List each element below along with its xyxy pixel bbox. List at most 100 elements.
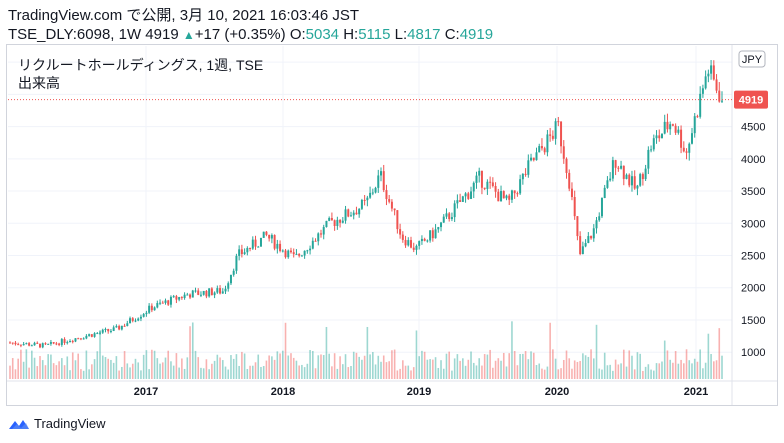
volume-bar: [538, 363, 541, 379]
candle-body: [614, 160, 617, 168]
volume-bar: [358, 356, 360, 379]
candle-body: [328, 217, 331, 221]
volume-bar: [434, 357, 437, 379]
candle-body: [611, 160, 614, 179]
last-price-text: 4919: [739, 95, 763, 107]
volume-bar: [685, 349, 688, 379]
candle-body: [658, 135, 661, 139]
volume-bar: [402, 360, 404, 379]
volume-bar: [437, 367, 440, 379]
volume-bar: [494, 360, 497, 379]
candle-body: [251, 239, 254, 249]
volume-bar: [462, 358, 464, 379]
candle-body: [388, 199, 391, 202]
volume-bar: [322, 355, 325, 379]
candle-body: [650, 149, 653, 151]
candle-body: [134, 320, 137, 322]
volume-bar: [99, 330, 101, 379]
x-tick-label: 2019: [407, 386, 431, 398]
candle-body: [489, 181, 492, 183]
volume-bar: [513, 350, 516, 379]
candle-body: [243, 252, 246, 255]
candle-body: [701, 88, 704, 94]
volume-bar: [281, 350, 284, 379]
volume-bar: [382, 355, 385, 379]
triangle-up-icon: ▲: [182, 28, 195, 42]
open-label: O:: [289, 26, 306, 43]
candle-body: [150, 305, 153, 311]
volume-bar: [453, 358, 456, 379]
volume-bar: [516, 365, 519, 379]
volume-bar: [262, 366, 265, 379]
volume-bar: [612, 370, 614, 379]
volume-bar: [268, 355, 270, 379]
candle-body: [369, 192, 372, 198]
volume-bar: [658, 363, 661, 379]
volume-bar: [511, 321, 513, 379]
volume-bar: [115, 356, 118, 379]
volume-bar: [568, 358, 571, 379]
volume-bar: [208, 369, 210, 379]
candle-body: [371, 192, 374, 194]
volume-bar: [470, 351, 472, 379]
footer-brand[interactable]: TradingView: [8, 416, 106, 431]
volume-bar: [399, 368, 401, 379]
volume-bar: [66, 356, 69, 379]
volume-bar: [579, 360, 581, 379]
candle-body: [423, 238, 426, 241]
volume-bar: [303, 367, 306, 379]
volume-bar: [312, 350, 314, 379]
volume-bar: [290, 353, 292, 379]
volume-bar: [254, 362, 257, 379]
volume-bar: [562, 360, 565, 379]
volume-bar: [407, 365, 410, 379]
candle-body: [456, 200, 459, 204]
candle-body: [257, 246, 260, 248]
volume-bar: [541, 368, 543, 379]
candle-body: [96, 333, 99, 335]
candle-body: [641, 174, 644, 180]
candle-body: [28, 343, 31, 346]
volume-bar: [77, 353, 79, 379]
volume-bar: [249, 365, 251, 379]
volume-bar: [93, 359, 96, 379]
volume-bar: [576, 361, 579, 379]
candle-body: [156, 303, 159, 308]
volume-bar: [197, 357, 200, 379]
candle-body: [79, 338, 82, 340]
candle-body: [666, 121, 669, 130]
candle-body: [126, 323, 129, 326]
volume-bar: [650, 369, 652, 379]
candle-body: [39, 343, 42, 348]
candle-body: [579, 236, 582, 255]
volume-bar: [391, 350, 393, 379]
volume-bar: [189, 326, 191, 379]
header-change: +17 (+0.35%): [194, 26, 286, 43]
volume-bar: [620, 363, 622, 379]
volume-bar: [69, 370, 71, 379]
volume-bar: [164, 357, 167, 379]
candle-body: [712, 65, 715, 80]
volume-bar: [273, 359, 276, 379]
candle-body: [210, 288, 213, 296]
volume-bar: [598, 368, 601, 379]
volume-bar: [524, 351, 527, 379]
candle-body: [137, 318, 140, 321]
volume-bar: [451, 370, 453, 379]
candle-body: [112, 327, 115, 331]
candle-body: [139, 316, 142, 319]
currency-badge[interactable]: [738, 50, 766, 68]
candle-body: [442, 216, 445, 223]
candle-body: [131, 318, 134, 321]
candle-body: [52, 342, 55, 344]
candle-body: [339, 219, 342, 223]
candle-body: [685, 151, 688, 153]
volume-bar: [396, 370, 399, 379]
candle-body: [352, 212, 355, 216]
volume-bar: [17, 358, 19, 379]
volume-bar: [50, 354, 52, 379]
chart-pane[interactable]: [6, 44, 778, 406]
volume-bar: [557, 369, 560, 379]
candle-body: [393, 208, 396, 211]
